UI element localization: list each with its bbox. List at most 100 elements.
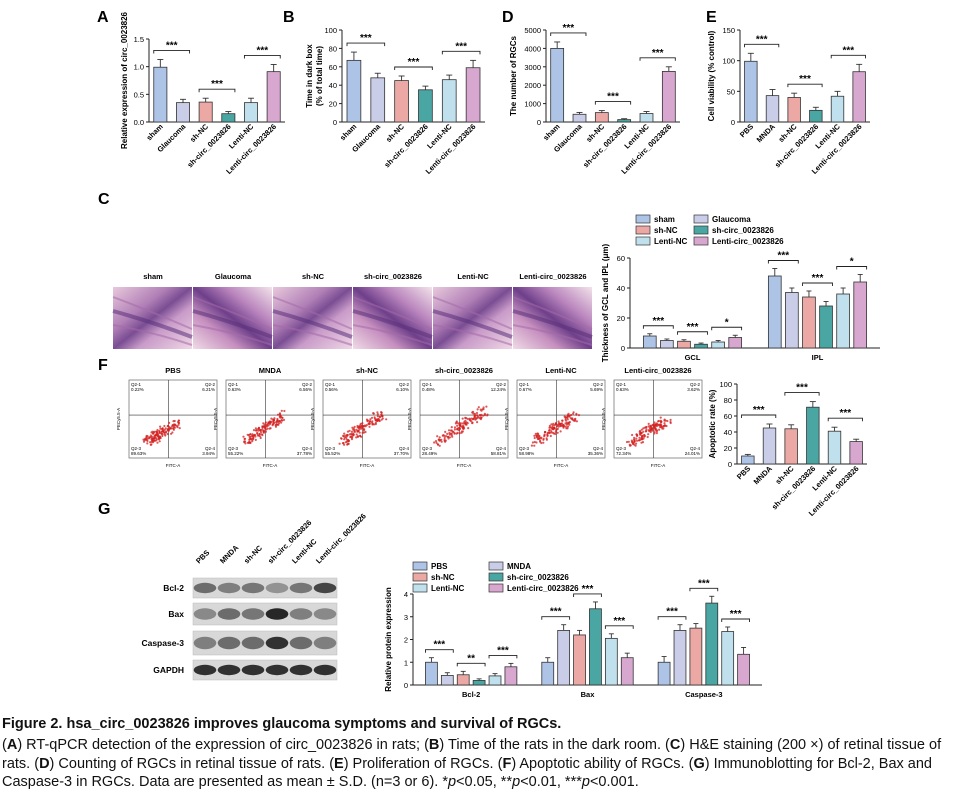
blot-row-label: Caspase-3: [141, 638, 184, 648]
flow-dot: [638, 430, 641, 433]
blot-band: [265, 608, 289, 620]
flow-dot: [482, 414, 485, 417]
quadrant-q4-text: Q2-4: [302, 446, 313, 451]
quadrant-q1-text: 0.22%: [131, 387, 144, 392]
bar: [541, 661, 555, 686]
legend-swatch: [635, 236, 651, 246]
bar: [346, 59, 362, 123]
flow-dot: [649, 425, 653, 428]
significance-bracket: [802, 282, 833, 286]
flow-x-label: FITC-A: [263, 463, 278, 468]
flow-dot: [471, 421, 474, 424]
flow-dot: [561, 419, 564, 422]
flow-dot: [439, 439, 442, 442]
significance-bracket: [346, 42, 386, 47]
flow-dot: [647, 425, 650, 428]
flow-dot: [171, 425, 174, 428]
flow-dot: [365, 418, 369, 421]
y-tick-label: 0: [731, 118, 735, 127]
flow-dot: [459, 425, 462, 428]
flow-plot-title: Lenti-circ_0023826: [624, 366, 691, 375]
blot-band: [265, 582, 289, 594]
flow-dot: [475, 414, 479, 417]
quadrant-q1-text: 0.63%: [228, 387, 241, 392]
flow-y-label: PECy5.5-A: [407, 408, 412, 430]
significance-stars: ***: [455, 41, 467, 52]
blot-band: [241, 608, 265, 620]
legend-label: sham: [654, 215, 675, 224]
flow-dot: [380, 418, 383, 421]
bar: [594, 112, 609, 123]
flow-dot: [166, 424, 170, 427]
significance-bracket: [657, 616, 687, 620]
significance-stars: ***: [256, 45, 268, 56]
flow-dot: [158, 435, 161, 438]
blot-band: [217, 664, 241, 676]
flow-dot: [655, 430, 659, 433]
significance-bracket: [836, 266, 868, 270]
flow-dot: [638, 436, 641, 439]
flow-dot: [266, 427, 269, 430]
flow-dot: [649, 428, 652, 431]
flow-dot: [367, 423, 370, 426]
tissue-layer: [432, 296, 513, 330]
flow-dot: [645, 425, 648, 429]
y-tick-label: 100: [719, 380, 732, 389]
flow-dot: [570, 413, 573, 417]
legend-swatch: [412, 561, 428, 571]
quadrant-q3-text: 89.63%: [131, 451, 146, 456]
flow-dot: [470, 420, 473, 423]
flow-plot-frame: [613, 379, 703, 459]
histology-image: [433, 287, 512, 349]
x-tick-label: MNDA: [752, 464, 775, 487]
bar: [394, 80, 409, 123]
tissue-layer: [192, 324, 273, 346]
flow-y-label: PECy5.5-A: [213, 408, 218, 430]
flow-dot: [535, 434, 538, 437]
panel-letter-F: F: [98, 357, 108, 374]
flow-dot: [657, 419, 661, 423]
significance-bracket: [541, 616, 571, 620]
histology-image: [353, 287, 432, 349]
flow-dot: [554, 430, 557, 434]
flow-y-label: PECy5.5-A: [601, 408, 606, 430]
flow-dot: [249, 433, 252, 436]
flow-dot: [533, 440, 536, 444]
flow-dot: [172, 420, 175, 423]
bar: [266, 71, 281, 123]
flow-dot: [445, 435, 448, 438]
flow-dot: [482, 406, 485, 409]
tissue-layer: [512, 296, 593, 330]
flow-dot: [553, 426, 556, 429]
legend-swatch: [693, 236, 709, 246]
flow-dot: [281, 416, 284, 419]
flow-dot: [546, 432, 549, 435]
tissue-layer: [192, 309, 273, 339]
flow-dot: [345, 440, 349, 443]
significance-bracket: [721, 618, 750, 622]
flow-dot: [543, 435, 546, 438]
quadrant-q1-text: 0.67%: [519, 387, 532, 392]
y-tick-label: 4000: [524, 44, 541, 53]
blot-band: [313, 636, 337, 650]
flow-dot: [564, 416, 567, 419]
flow-dot: [148, 436, 151, 439]
flow-dot: [479, 418, 482, 421]
bar: [198, 101, 213, 123]
y-tick-label: 0: [621, 344, 625, 353]
flow-plot-title: PBS: [165, 366, 180, 375]
flow-dot: [369, 420, 372, 423]
flow-dot: [653, 432, 656, 435]
flow-dot: [564, 418, 567, 421]
flow-dot: [471, 411, 474, 414]
bar: [767, 275, 782, 349]
quadrant-q1-text: Q2-1: [228, 382, 239, 387]
significance-stars: ***: [796, 383, 808, 394]
bar: [705, 602, 719, 686]
significance-stars: ***: [799, 74, 811, 85]
flow-dot: [158, 430, 161, 434]
flow-dot: [535, 441, 538, 444]
flow-dot: [545, 438, 549, 441]
y-tick-label: 100: [722, 57, 735, 66]
flow-dot: [533, 444, 536, 447]
